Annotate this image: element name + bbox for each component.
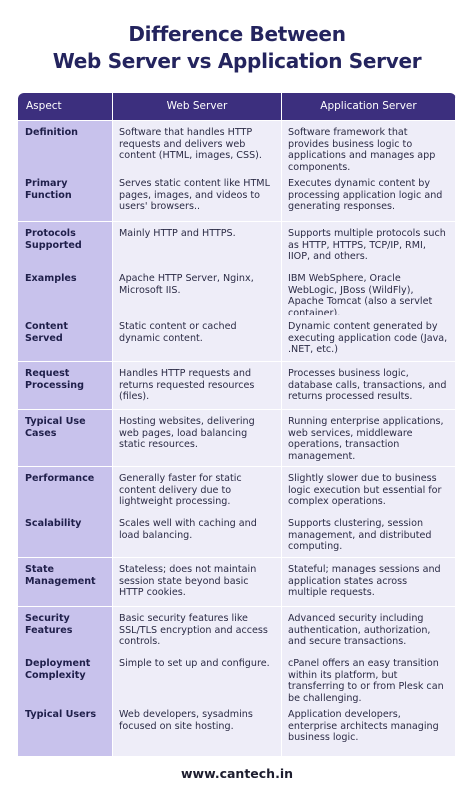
- table-row: Request Processing Handles HTTP requests …: [18, 362, 456, 410]
- column-header: Application Server: [282, 93, 456, 121]
- table-cell: Software framework that provides busines…: [282, 121, 456, 179]
- table-cell: Processes business logic, database calls…: [282, 362, 456, 410]
- table-cell: Basic security features like SSL/TLS enc…: [113, 607, 282, 653]
- title-line: Web Server vs Application Server: [52, 49, 422, 73]
- table-cell: Stateless; does not maintain session sta…: [113, 558, 282, 607]
- table-row: Deployment Complexity Simple to set up an…: [18, 652, 456, 710]
- aspect-cell: Typical Use Cases: [18, 410, 113, 468]
- aspect-cell: Protocols Supported: [18, 222, 113, 268]
- table-cell: Supports clustering, session management,…: [282, 512, 456, 558]
- table-cell: Executes dynamic content by processing a…: [282, 172, 456, 222]
- table-cell: Web developers, sysadmins focused on sit…: [113, 703, 282, 757]
- table-cell: cPanel offers an easy transition within …: [282, 652, 456, 710]
- table-cell: Application developers, enterprise archi…: [282, 703, 456, 757]
- table-row: Typical Use Cases Hosting websites, deliv…: [18, 410, 456, 468]
- table-cell: Static content or cached dynamic content…: [113, 315, 282, 362]
- table-cell: Software that handles HTTP requests and …: [113, 121, 282, 179]
- table-row: Examples Apache HTTP Server, Nginx, Micro…: [18, 267, 456, 325]
- aspect-cell: Typical Users: [18, 703, 113, 757]
- aspect-cell: Primary Function: [18, 172, 113, 222]
- table-cell: Slightly slower due to business logic ex…: [282, 467, 456, 513]
- table-row: Primary Function Serves static content li…: [18, 172, 456, 222]
- table-cell: IBM WebSphere, Oracle WebLogic, JBoss (W…: [282, 267, 456, 325]
- aspect-cell: Examples: [18, 267, 113, 325]
- table-row: Definition Software that handles HTTP req…: [18, 121, 456, 179]
- aspect-cell: Content Served: [18, 315, 113, 362]
- table-row: State Management Stateless; does not main…: [18, 558, 456, 607]
- title-line: Difference Between: [128, 22, 346, 46]
- column-header: Web Server: [113, 93, 282, 121]
- aspect-cell: Scalability: [18, 512, 113, 558]
- table-cell: Handles HTTP requests and returns reques…: [113, 362, 282, 410]
- table-cell: Advanced security including authenticati…: [282, 607, 456, 653]
- column-header: Aspect: [18, 93, 113, 121]
- table-cell: Apache HTTP Server, Nginx, Microsoft IIS…: [113, 267, 282, 325]
- table-row: Scalability Scales well with caching and …: [18, 512, 456, 558]
- table-row: Typical Users Web developers, sysadmins f…: [18, 703, 456, 757]
- table-cell: Simple to set up and configure.: [113, 652, 282, 710]
- aspect-cell: Definition: [18, 121, 113, 179]
- header-row: Aspect Web Server Application Server: [18, 93, 456, 121]
- aspect-cell: Performance: [18, 467, 113, 513]
- table-row: Protocols Supported Mainly HTTP and HTTPS…: [18, 222, 456, 268]
- table-cell: Mainly HTTP and HTTPS.: [113, 222, 282, 268]
- table-row: Security Features Basic security features…: [18, 607, 456, 653]
- table-cell: Hosting websites, delivering web pages, …: [113, 410, 282, 468]
- table-row: Performance Generally faster for static c…: [18, 467, 456, 513]
- table-cell: Dynamic content generated by executing a…: [282, 315, 456, 362]
- aspect-cell: State Management: [18, 558, 113, 607]
- footer-url: www.cantech.in: [180, 766, 294, 781]
- aspect-cell: Security Features: [18, 607, 113, 653]
- table-cell: Running enterprise applications, web ser…: [282, 410, 456, 468]
- table-cell: Generally faster for static content deli…: [113, 467, 282, 513]
- comparison-table: Aspect Web Server Application Server Defini…: [18, 93, 456, 757]
- aspect-cell: Request Processing: [18, 362, 113, 410]
- table-row: Content Served Static content or cached d…: [18, 315, 456, 362]
- table-cell: Scales well with caching and load balanc…: [113, 512, 282, 558]
- table-cell: Serves static content like HTML pages, i…: [113, 172, 282, 222]
- aspect-cell: Deployment Complexity: [18, 652, 113, 710]
- table-cell: Supports multiple protocols such as HTTP…: [282, 222, 456, 268]
- table-cell: Stateful; manages sessions and applicati…: [282, 558, 456, 607]
